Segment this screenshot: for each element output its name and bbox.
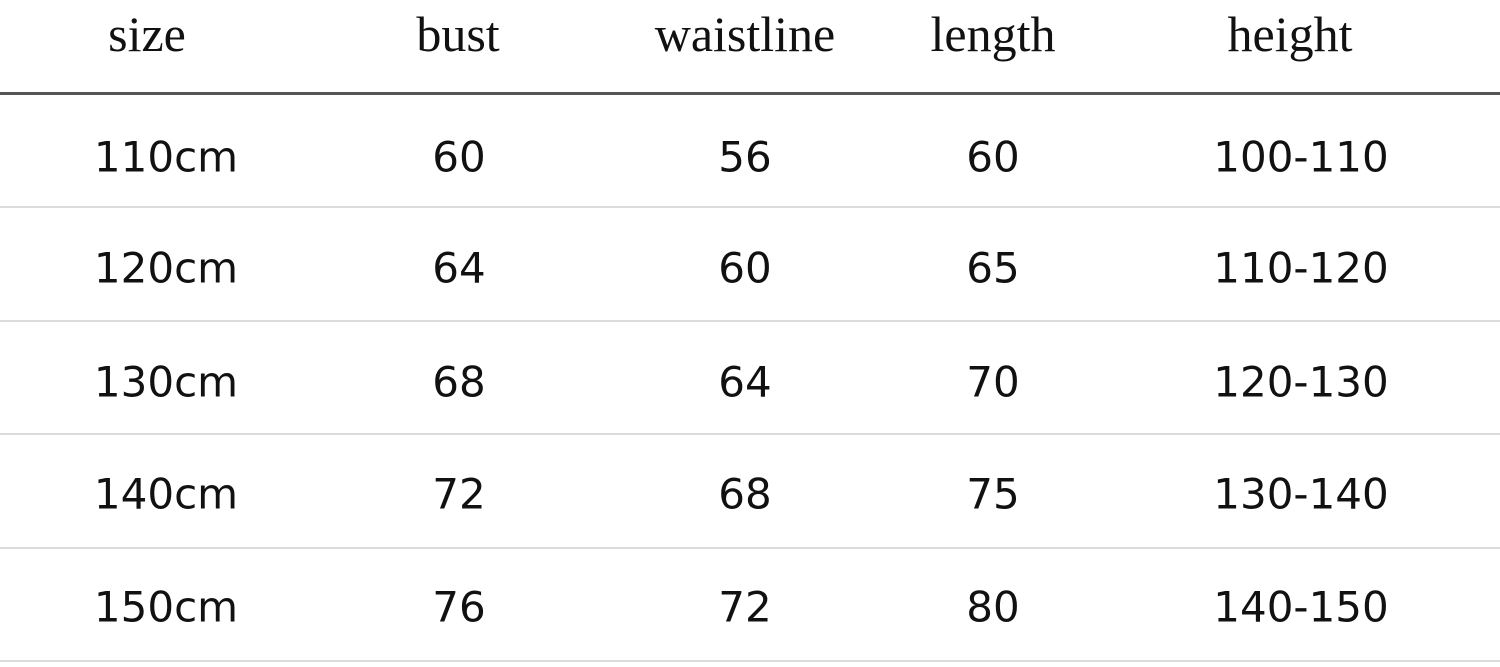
row-divider (0, 320, 1500, 322)
cell-length: 75 (966, 469, 1020, 519)
cell-size: 140cm (93, 469, 239, 519)
cell-bust: 76 (432, 582, 486, 632)
row-divider (0, 206, 1500, 208)
column-header-waistline: waistline (654, 6, 836, 62)
cell-size: 110cm (93, 132, 239, 182)
row-divider (0, 660, 1500, 662)
cell-length: 70 (966, 357, 1020, 407)
cell-waistline: 72 (718, 582, 772, 632)
cell-size: 150cm (93, 582, 239, 632)
cell-height: 100-110 (1213, 132, 1389, 182)
row-divider (0, 547, 1500, 549)
cell-length: 60 (966, 132, 1020, 182)
cell-height: 130-140 (1213, 469, 1389, 519)
row-divider (0, 433, 1500, 435)
cell-bust: 72 (432, 469, 486, 519)
cell-length: 80 (966, 582, 1020, 632)
cell-waistline: 68 (718, 469, 772, 519)
cell-size: 120cm (93, 243, 239, 293)
cell-height: 140-150 (1213, 582, 1389, 632)
column-header-length: length (930, 6, 1056, 62)
cell-waistline: 64 (718, 357, 772, 407)
cell-bust: 64 (432, 243, 486, 293)
cell-waistline: 56 (718, 132, 772, 182)
column-header-size: size (108, 6, 186, 62)
cell-bust: 60 (432, 132, 486, 182)
column-header-height: height (1227, 6, 1353, 62)
cell-height: 110-120 (1213, 243, 1389, 293)
cell-size: 130cm (93, 357, 239, 407)
column-header-bust: bust (416, 6, 500, 62)
cell-height: 120-130 (1213, 357, 1389, 407)
cell-waistline: 60 (718, 243, 772, 293)
cell-bust: 68 (432, 357, 486, 407)
header-divider (0, 92, 1500, 95)
cell-length: 65 (966, 243, 1020, 293)
